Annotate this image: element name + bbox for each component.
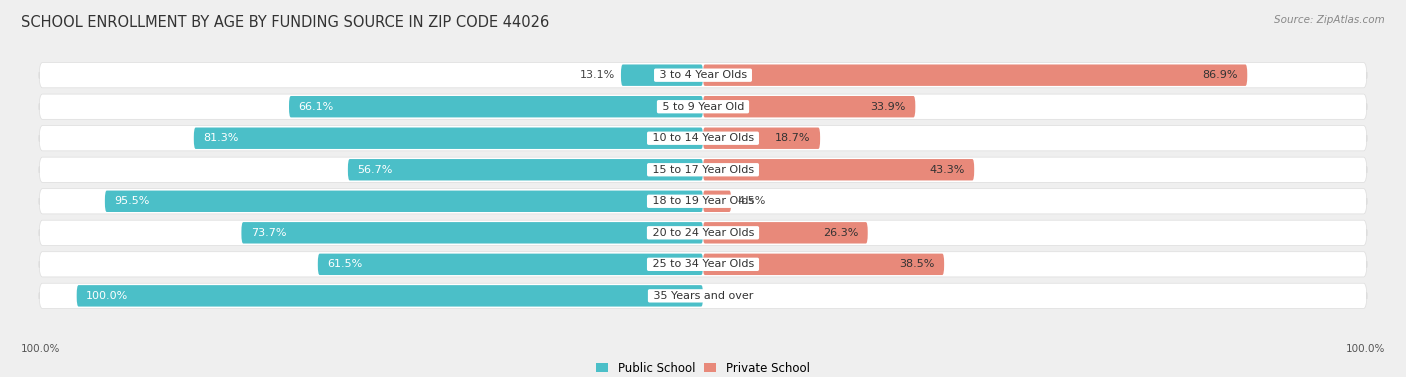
FancyBboxPatch shape	[39, 157, 1367, 182]
Text: 18 to 19 Year Olds: 18 to 19 Year Olds	[648, 196, 758, 206]
FancyBboxPatch shape	[347, 159, 703, 181]
FancyBboxPatch shape	[105, 190, 703, 212]
FancyBboxPatch shape	[39, 252, 1367, 277]
FancyBboxPatch shape	[39, 283, 1367, 308]
Text: 3 to 4 Year Olds: 3 to 4 Year Olds	[655, 70, 751, 80]
FancyBboxPatch shape	[703, 159, 974, 181]
Text: 20 to 24 Year Olds: 20 to 24 Year Olds	[648, 228, 758, 238]
FancyBboxPatch shape	[39, 188, 1367, 214]
Text: 73.7%: 73.7%	[250, 228, 287, 238]
Text: 43.3%: 43.3%	[929, 165, 965, 175]
Text: 5 to 9 Year Old: 5 to 9 Year Old	[658, 102, 748, 112]
Text: Source: ZipAtlas.com: Source: ZipAtlas.com	[1274, 15, 1385, 25]
Text: 100.0%: 100.0%	[21, 344, 60, 354]
Legend: Public School, Private School: Public School, Private School	[592, 357, 814, 377]
Text: 10 to 14 Year Olds: 10 to 14 Year Olds	[648, 133, 758, 143]
FancyBboxPatch shape	[242, 222, 703, 244]
Text: 95.5%: 95.5%	[114, 196, 149, 206]
FancyBboxPatch shape	[194, 127, 703, 149]
FancyBboxPatch shape	[290, 96, 703, 117]
Text: SCHOOL ENROLLMENT BY AGE BY FUNDING SOURCE IN ZIP CODE 44026: SCHOOL ENROLLMENT BY AGE BY FUNDING SOUR…	[21, 15, 550, 30]
FancyBboxPatch shape	[39, 220, 1367, 245]
Text: 4.5%: 4.5%	[738, 196, 766, 206]
FancyBboxPatch shape	[318, 254, 703, 275]
Text: 35 Years and over: 35 Years and over	[650, 291, 756, 301]
FancyBboxPatch shape	[703, 127, 820, 149]
Text: 66.1%: 66.1%	[298, 102, 333, 112]
Text: 86.9%: 86.9%	[1202, 70, 1237, 80]
FancyBboxPatch shape	[703, 190, 731, 212]
FancyBboxPatch shape	[703, 96, 915, 117]
Text: 13.1%: 13.1%	[579, 70, 614, 80]
Text: 100.0%: 100.0%	[1346, 344, 1385, 354]
Text: 25 to 34 Year Olds: 25 to 34 Year Olds	[648, 259, 758, 269]
Text: 56.7%: 56.7%	[357, 165, 392, 175]
Text: 100.0%: 100.0%	[86, 291, 128, 301]
FancyBboxPatch shape	[39, 94, 1367, 119]
Text: 38.5%: 38.5%	[900, 259, 935, 269]
FancyBboxPatch shape	[703, 64, 1247, 86]
Text: 81.3%: 81.3%	[204, 133, 239, 143]
FancyBboxPatch shape	[77, 285, 703, 307]
Text: 15 to 17 Year Olds: 15 to 17 Year Olds	[648, 165, 758, 175]
FancyBboxPatch shape	[39, 63, 1367, 88]
Text: 26.3%: 26.3%	[823, 228, 858, 238]
FancyBboxPatch shape	[39, 126, 1367, 151]
FancyBboxPatch shape	[621, 64, 703, 86]
Text: 18.7%: 18.7%	[775, 133, 811, 143]
FancyBboxPatch shape	[703, 222, 868, 244]
FancyBboxPatch shape	[703, 254, 945, 275]
Text: 61.5%: 61.5%	[328, 259, 363, 269]
Text: 33.9%: 33.9%	[870, 102, 905, 112]
